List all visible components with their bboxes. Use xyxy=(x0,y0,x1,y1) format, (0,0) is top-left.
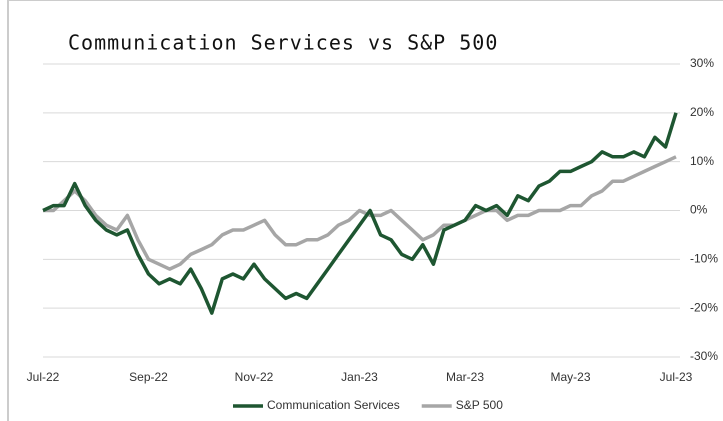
x-tick-label: Jul-23 xyxy=(660,370,693,384)
x-tick-label: Mar-23 xyxy=(446,370,484,384)
chart-title: Communication Services vs S&P 500 xyxy=(68,31,498,55)
series-line xyxy=(42,112,678,315)
y-tick-label: -30% xyxy=(690,349,718,363)
y-tick-label: 0% xyxy=(690,203,708,217)
legend-label: Communication Services xyxy=(267,398,400,412)
y-tick-label: 30% xyxy=(690,56,714,70)
y-tick-label: 20% xyxy=(690,105,714,119)
y-tick-label: 10% xyxy=(690,154,714,168)
y-tick-label: -10% xyxy=(690,252,718,266)
x-tick-label: Jul-22 xyxy=(27,370,60,384)
x-tick-label: Sep-22 xyxy=(129,370,168,384)
x-tick-label: Nov-22 xyxy=(235,370,274,384)
series-line xyxy=(43,155,677,271)
x-tick-label: Jan-23 xyxy=(341,370,378,384)
legend-label: S&P 500 xyxy=(456,398,503,412)
x-tick-label: May-23 xyxy=(550,370,590,384)
y-tick-label: -20% xyxy=(690,300,718,314)
